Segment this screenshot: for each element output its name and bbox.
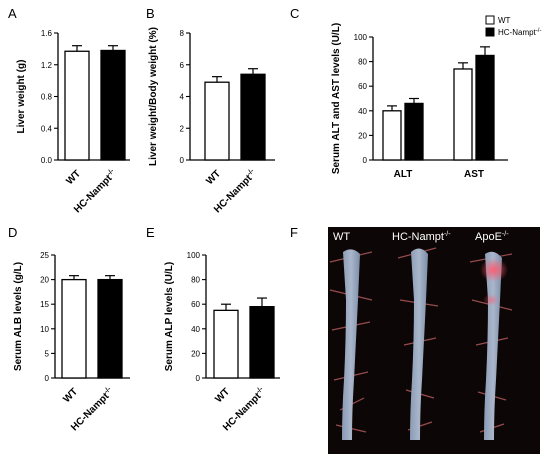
x-category-label-d-0: WT <box>61 386 80 405</box>
lesion-apoe-small <box>483 294 499 306</box>
bar-a-0 <box>64 50 90 161</box>
y-tick-label: 80 <box>358 58 367 67</box>
lesion-apoe <box>480 258 508 282</box>
chart-panel-c: 0 20 40 60 80 100 Serum ALT and AST levels (U/… <box>331 23 508 180</box>
y-axis-label: Serum ALB levels (g/L) <box>13 262 24 371</box>
bar-d-0 <box>61 278 87 379</box>
legend-label-wt: WT <box>498 16 511 25</box>
panel-letter-f: F <box>290 225 298 240</box>
y-tick-label: 15 <box>40 300 49 309</box>
x-category-label-c-0: ALT <box>394 169 413 180</box>
y-tick-label: 40 <box>191 325 200 334</box>
y-tick-label: 0 <box>45 374 50 383</box>
photo-label-apoe: ApoE-/- <box>475 231 509 243</box>
y-tick-label: 20 <box>358 131 367 140</box>
bar-c-ast-0 <box>453 68 473 161</box>
legend-swatch-wt <box>485 15 495 25</box>
y-tick-label: 100 <box>354 33 368 42</box>
bar-b-1 <box>240 73 266 161</box>
y-tick-label: 60 <box>358 82 367 91</box>
bar-c-alt-0 <box>382 110 402 161</box>
x-category-label-c-1: AST <box>464 169 484 180</box>
y-tick-label: 100 <box>187 251 201 260</box>
y-axis-label: Serum ALP levels (U/L) <box>164 262 175 371</box>
bar-e-1 <box>249 306 275 379</box>
photo-label-wt: WT <box>333 231 350 243</box>
aorta-wt <box>342 249 360 440</box>
panel-letter-d: D <box>8 225 17 240</box>
y-tick-label: 20 <box>40 276 49 285</box>
y-tick-label: 6 <box>180 61 185 70</box>
y-tick-label: 25 <box>40 251 49 260</box>
legend-label-hc: HC-Nampt-/- <box>498 28 541 37</box>
panel-letter-e: E <box>146 225 155 240</box>
y-tick-label: 4 <box>180 93 185 102</box>
panel-letter-b: B <box>146 6 155 21</box>
y-tick-label: 0 <box>180 156 185 165</box>
y-axis-label: Serum ALT and AST levels (U/L) <box>331 23 342 174</box>
y-tick-label: 0 <box>363 156 368 165</box>
bar-e-0 <box>213 309 239 379</box>
bar-c-ast-1 <box>475 54 495 161</box>
panel-letter-a: A <box>8 6 17 21</box>
x-category-label-e-0: WT <box>213 386 232 405</box>
y-tick-label: 1.2 <box>41 61 53 70</box>
bar-a-1 <box>100 49 126 161</box>
y-tick-label: 0.8 <box>41 93 53 102</box>
bar-c-alt-1 <box>404 102 424 161</box>
y-tick-label: 0.4 <box>41 124 53 133</box>
y-tick-label: 60 <box>191 300 200 309</box>
y-tick-label: 40 <box>358 107 367 116</box>
panel-letter-c: C <box>290 6 299 21</box>
y-axis-label: Liver weight (g) <box>16 60 27 134</box>
photo-label-hc-nampt: HC-Nampt-/- <box>392 231 451 243</box>
y-tick-label: 8 <box>180 29 185 38</box>
y-tick-label: 0 <box>196 374 201 383</box>
photo-panel-f: WT HC-Nampt-/- ApoE-/- <box>328 227 540 454</box>
bar-d-1 <box>97 278 123 379</box>
y-tick-label: 1.6 <box>41 29 53 38</box>
y-tick-label: 5 <box>45 349 50 358</box>
aorta-hc-nampt <box>410 248 428 440</box>
y-axis-label: Liver weight/Body weight (%) <box>148 27 159 166</box>
y-tick-label: 20 <box>191 349 200 358</box>
x-category-label-b-0: WT <box>204 168 223 187</box>
photo-background <box>328 227 540 454</box>
y-tick-label: 0.0 <box>41 156 53 165</box>
y-tick-label: 10 <box>40 325 49 334</box>
bar-b-0 <box>204 81 230 161</box>
y-tick-label: 2 <box>180 124 185 133</box>
legend-swatch-hc <box>485 27 495 37</box>
legend-panel-c: WT HC-Nampt-/- <box>485 15 541 37</box>
y-tick-label: 80 <box>191 276 200 285</box>
x-category-label-a-0: WT <box>64 168 83 187</box>
